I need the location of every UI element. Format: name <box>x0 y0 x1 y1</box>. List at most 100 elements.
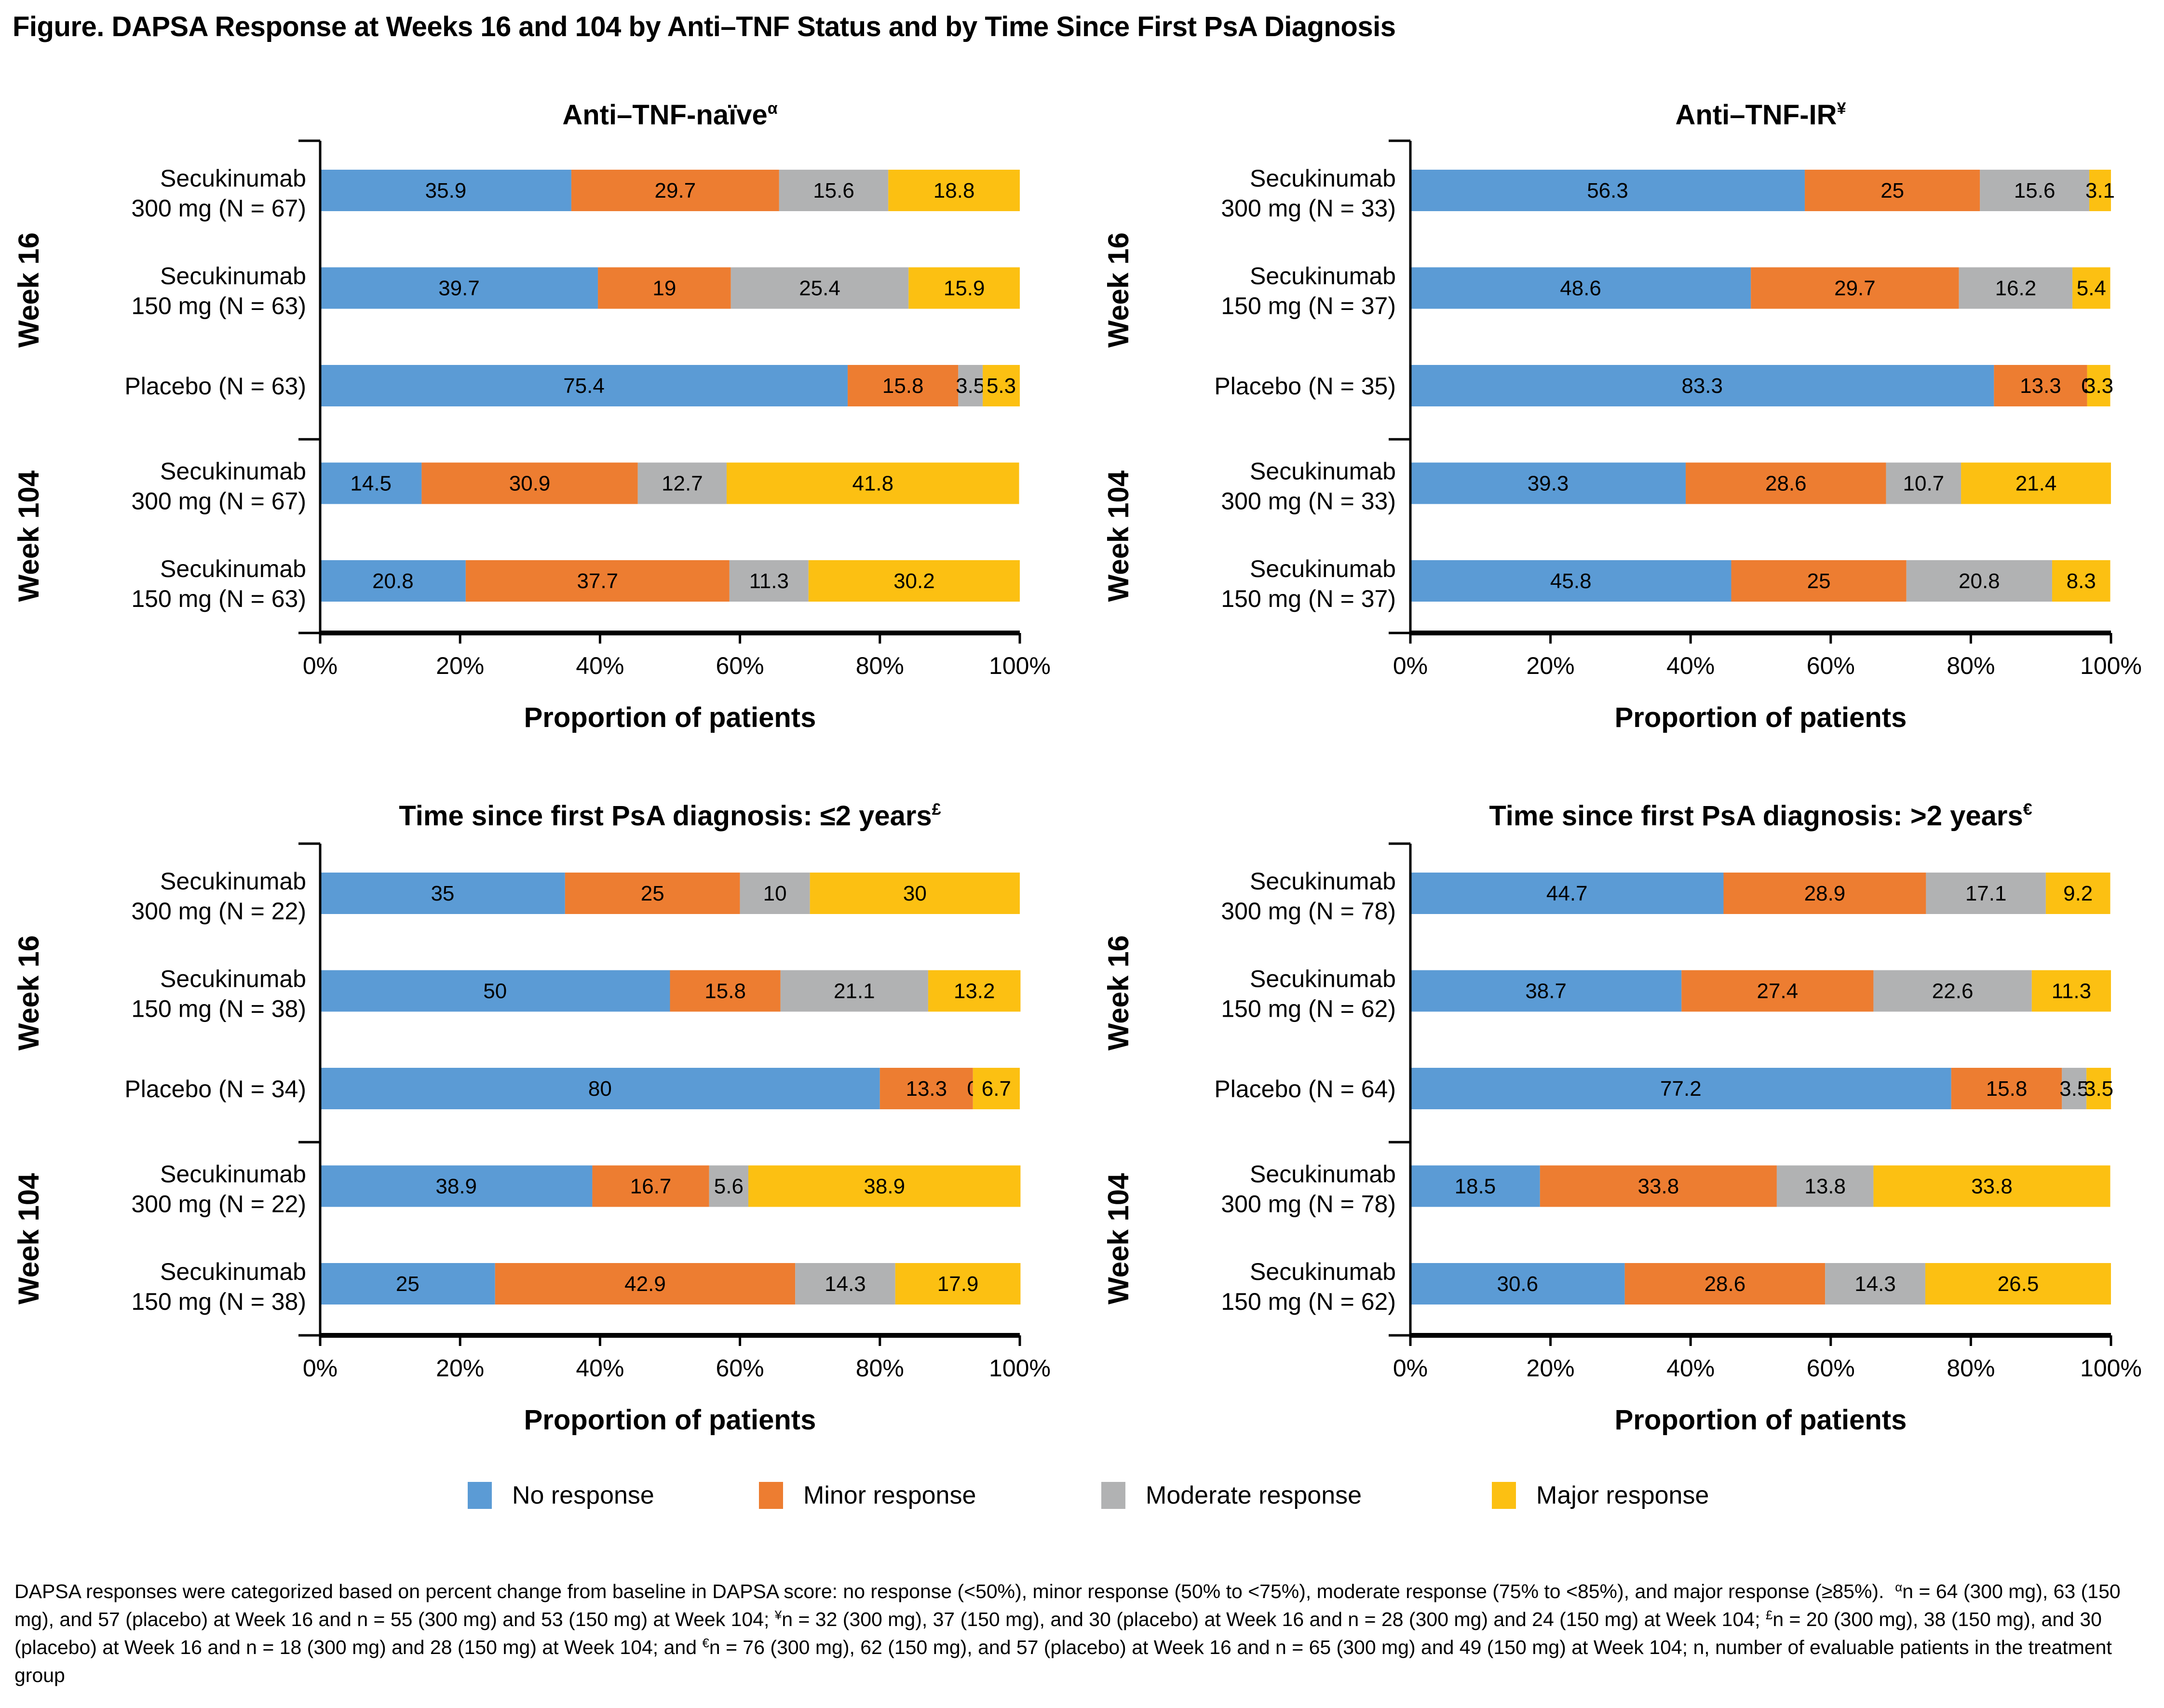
panel-title: Time since first PsA diagnosis: >2 years… <box>1489 800 2032 832</box>
data-label-moderate-response: 14.3 <box>1854 1272 1896 1296</box>
data-label-moderate-response: 13.8 <box>1804 1175 1846 1198</box>
row-label: 300 mg (N = 22) <box>131 898 306 925</box>
data-label-major-response: 21.4 <box>2015 472 2057 496</box>
data-label-major-response: 5.3 <box>987 374 1016 398</box>
footnote-text-yen: n = 32 (300 mg), 37 (150 mg), and 30 (pl… <box>782 1608 1760 1630</box>
data-label-major-response: 18.8 <box>933 179 975 202</box>
x-tick-label: 100% <box>2080 1355 2142 1382</box>
row-label: 300 mg (N = 67) <box>131 488 306 515</box>
row-label: Secukinumab <box>160 458 306 485</box>
row-label: 300 mg (N = 33) <box>1221 488 1396 515</box>
row-label: Secukinumab <box>160 966 306 993</box>
week-group-label: Week 104 <box>13 470 45 602</box>
data-label-major-response: 5.4 <box>2077 277 2106 300</box>
row-label: Secukinumab <box>1250 165 1396 192</box>
row-label: 300 mg (N = 67) <box>131 195 306 222</box>
row-label: 150 mg (N = 37) <box>1221 293 1396 320</box>
data-label-minor-response: 28.9 <box>1804 882 1846 905</box>
panel-title-superscript: α <box>768 99 778 118</box>
data-label-minor-response: 42.9 <box>624 1272 666 1296</box>
data-label-no-response: 75.4 <box>563 374 605 398</box>
row-label: 150 mg (N = 62) <box>1221 1288 1396 1315</box>
data-label-major-response: 8.3 <box>2067 569 2096 593</box>
legend-label: Major response <box>1536 1481 1709 1510</box>
x-tick-label: 80% <box>856 652 904 679</box>
data-label-no-response: 50 <box>483 980 507 1003</box>
footnote-text-definitions: DAPSA responses were categorized based o… <box>14 1580 1884 1602</box>
data-label-moderate-response: 14.3 <box>825 1272 866 1296</box>
data-label-no-response: 56.3 <box>1587 179 1628 202</box>
panel-title-superscript: ¥ <box>1837 99 1846 118</box>
x-tick-label: 80% <box>1947 1355 1995 1382</box>
data-label-moderate-response: 10 <box>763 882 787 905</box>
legend-swatch-minor-response <box>759 1482 783 1509</box>
data-label-major-response: 15.9 <box>944 277 985 300</box>
week-group-label: Week 104 <box>13 1173 45 1305</box>
panel-title: Anti–TNF-IR¥ <box>1676 99 1846 131</box>
x-tick-label: 80% <box>856 1355 904 1382</box>
data-label-minor-response: 29.7 <box>655 179 696 202</box>
x-tick-label: 60% <box>1807 652 1855 679</box>
data-label-no-response: 38.9 <box>435 1175 477 1198</box>
week-group-label: Week 104 <box>1102 1173 1135 1305</box>
data-label-major-response: 30 <box>903 882 927 905</box>
x-tick-label: 40% <box>1666 1355 1715 1382</box>
charts-canvas: Anti–TNF-naïveα35.929.715.618.8Secukinum… <box>0 0 2164 1708</box>
footnote-mark-yen: ¥ <box>775 1608 782 1622</box>
data-label-no-response: 25 <box>396 1272 419 1296</box>
row-label: Secukinumab <box>160 165 306 192</box>
row-label: 300 mg (N = 78) <box>1221 1191 1396 1218</box>
data-label-minor-response: 29.7 <box>1834 277 1876 300</box>
data-label-major-response: 41.8 <box>852 472 893 496</box>
data-label-no-response: 80 <box>588 1077 612 1101</box>
legend-label: Minor response <box>803 1481 976 1510</box>
data-label-no-response: 38.7 <box>1525 980 1567 1003</box>
data-label-no-response: 39.7 <box>438 277 480 300</box>
data-label-moderate-response: 15.6 <box>813 179 854 202</box>
data-label-moderate-response: 20.8 <box>1959 569 2000 593</box>
week-group-label: Week 104 <box>1102 470 1135 602</box>
data-label-major-response: 6.7 <box>982 1077 1011 1101</box>
data-label-minor-response: 15.8 <box>704 980 746 1003</box>
data-label-minor-response: 25 <box>641 882 664 905</box>
x-tick-label: 20% <box>436 1355 484 1382</box>
row-label: Secukinumab <box>1250 555 1396 582</box>
data-label-minor-response: 13.3 <box>2020 374 2061 398</box>
x-tick-label: 40% <box>576 652 624 679</box>
x-tick-label: 60% <box>716 1355 764 1382</box>
data-label-moderate-response: 16.2 <box>1995 277 2037 300</box>
footnote-mark-alpha: α <box>1895 1580 1902 1594</box>
row-label: Secukinumab <box>160 1258 306 1285</box>
x-tick-label: 40% <box>576 1355 624 1382</box>
row-label: Secukinumab <box>160 1161 306 1188</box>
data-label-moderate-response: 17.1 <box>1965 882 2007 905</box>
row-label: 300 mg (N = 33) <box>1221 195 1396 222</box>
footnote-mark-euro: € <box>702 1636 709 1650</box>
row-label: Placebo (N = 35) <box>1214 373 1396 400</box>
row-label: 150 mg (N = 38) <box>131 1288 306 1315</box>
data-label-minor-response: 15.8 <box>882 374 924 398</box>
data-label-major-response: 3.5 <box>2084 1077 2113 1101</box>
data-label-no-response: 77.2 <box>1660 1077 1702 1101</box>
data-label-moderate-response: 3.5 <box>956 374 985 398</box>
week-group-label: Week 16 <box>1102 232 1135 348</box>
data-label-minor-response: 33.8 <box>1638 1175 1679 1198</box>
data-label-moderate-response: 11.3 <box>749 569 789 593</box>
data-label-no-response: 45.8 <box>1550 569 1592 593</box>
footnote: DAPSA responses were categorized based o… <box>14 1577 2146 1689</box>
x-tick-label: 40% <box>1666 652 1715 679</box>
panel-title: Time since first PsA diagnosis: ≤2 years… <box>399 800 941 832</box>
x-tick-label: 0% <box>303 1355 338 1382</box>
data-label-minor-response: 19 <box>652 277 676 300</box>
week-group-label: Week 16 <box>1102 935 1135 1050</box>
row-label: 300 mg (N = 22) <box>131 1191 306 1218</box>
data-label-minor-response: 30.9 <box>509 472 551 496</box>
row-label: 150 mg (N = 37) <box>1221 585 1396 612</box>
data-label-moderate-response: 12.7 <box>662 472 703 496</box>
x-axis-title: Proportion of patients <box>524 702 816 733</box>
x-tick-label: 20% <box>436 652 484 679</box>
data-label-minor-response: 13.3 <box>906 1077 947 1101</box>
row-label: Secukinumab <box>1250 868 1396 895</box>
row-label: 150 mg (N = 38) <box>131 995 306 1022</box>
row-label: Secukinumab <box>160 263 306 290</box>
